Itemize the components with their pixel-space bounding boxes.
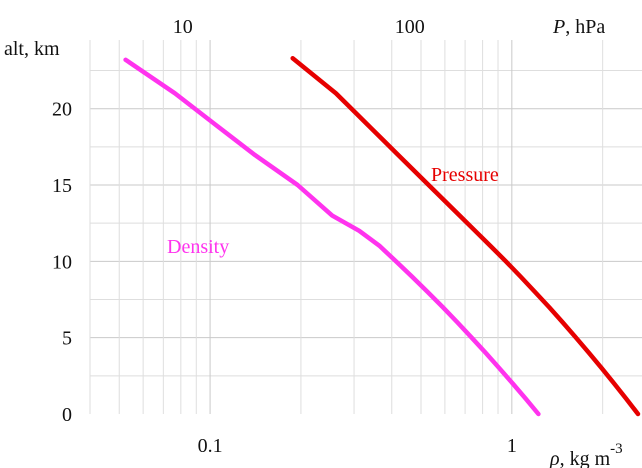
- pressure-axis-title: P, hPa: [552, 16, 605, 38]
- pressure-tick-label: 10: [173, 16, 193, 38]
- series-label-density: Density: [167, 236, 229, 258]
- series-lines: [123, 56, 641, 417]
- axis-labels: 0 5 10 15 20 alt, km 0.1 1 10 100 ρ, kg m-3 P, hPa D…: [4, 16, 623, 468]
- pressure-axis-symbol: P: [552, 16, 565, 38]
- density-tick-label: 1: [507, 435, 517, 457]
- y-axis-title: alt, km: [4, 38, 60, 60]
- series-line-pressure: [290, 56, 641, 417]
- y-tick-label: 5: [62, 328, 72, 350]
- pressure-tick-label: 100: [395, 16, 425, 38]
- density-tick-label: 0.1: [198, 435, 223, 457]
- y-tick-label: 20: [52, 99, 72, 121]
- series-line-density: [123, 57, 541, 417]
- series-label-pressure: Pressure: [431, 164, 499, 186]
- density-axis-exponent: -3: [610, 441, 623, 457]
- y-tick-label: 0: [62, 404, 72, 426]
- y-tick-label: 15: [52, 175, 72, 197]
- density-axis-title: ρ, kg m-3: [549, 441, 623, 468]
- y-tick-label: 10: [52, 251, 72, 273]
- grid: [89, 40, 642, 414]
- pressure-axis-unit: , hPa: [565, 16, 605, 38]
- density-axis-unit: , kg m: [560, 448, 611, 468]
- density-axis-symbol: ρ: [549, 448, 560, 468]
